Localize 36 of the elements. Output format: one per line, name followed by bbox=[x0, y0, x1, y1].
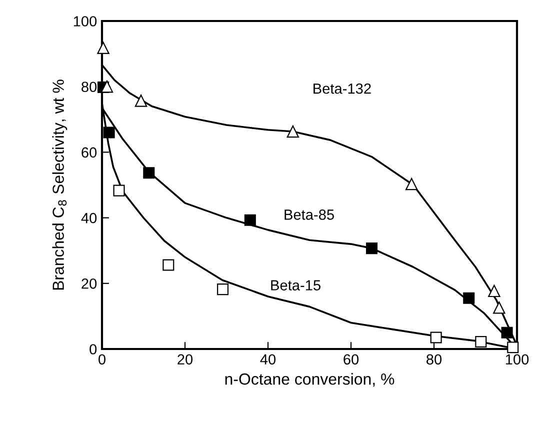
x-tick-label: 80 bbox=[426, 354, 442, 365]
point bbox=[501, 326, 513, 338]
point bbox=[143, 167, 155, 179]
point bbox=[405, 178, 418, 190]
text: Beta-85 bbox=[284, 210, 334, 220]
point bbox=[113, 184, 125, 196]
point bbox=[488, 284, 500, 298]
point bbox=[244, 214, 256, 226]
text: Beta-15 bbox=[271, 280, 320, 290]
point bbox=[103, 126, 115, 138]
point bbox=[134, 94, 148, 107]
text: Beta-132 bbox=[314, 83, 371, 94]
point bbox=[463, 292, 475, 304]
point bbox=[162, 259, 174, 271]
point bbox=[217, 284, 229, 296]
x-axis-title: n-Octane conversion, % bbox=[225, 373, 394, 387]
y-tick-label: 40 bbox=[81, 212, 97, 224]
y-tick-label: 60 bbox=[82, 147, 97, 158]
point bbox=[97, 42, 110, 54]
point bbox=[493, 302, 506, 314]
y-tick-label: 20 bbox=[82, 278, 97, 289]
point bbox=[286, 125, 300, 138]
y-tick-label: 100 bbox=[74, 16, 97, 26]
y-tick-label: 0 bbox=[90, 344, 97, 354]
x-tick-label: 60 bbox=[344, 354, 359, 365]
x-tick-label: 0 bbox=[98, 354, 106, 365]
x-tick-label: 40 bbox=[260, 354, 276, 365]
point bbox=[430, 332, 442, 344]
x-tick-label: 100 bbox=[506, 354, 529, 365]
y-tick-label: 80 bbox=[82, 82, 97, 92]
point bbox=[507, 342, 519, 354]
point bbox=[366, 242, 378, 254]
point bbox=[475, 336, 487, 348]
point bbox=[100, 80, 114, 93]
y-axis-title: Branched C$_{8}$ Selectivity, wt % bbox=[52, 80, 68, 290]
x-tick-label: 20 bbox=[178, 354, 193, 365]
